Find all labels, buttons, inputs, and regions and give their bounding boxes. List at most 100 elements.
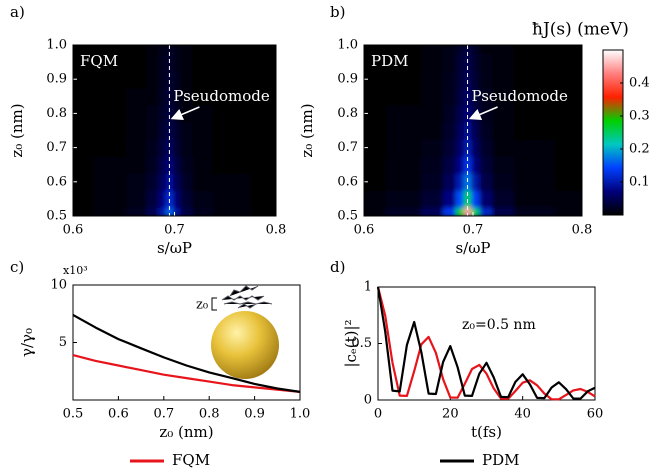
heatmap-cell [364, 173, 387, 191]
pseudomode-label: Pseudomode [173, 87, 269, 105]
heatmap-cell [492, 104, 515, 123]
heatmap-cell [192, 207, 214, 216]
series-line [376, 286, 596, 401]
heatmap-cell [172, 53, 182, 72]
heatmap-cell [180, 173, 193, 191]
heatmap-cell [180, 190, 193, 208]
x-tick-label: 0.8 [199, 407, 220, 422]
heatmap-cell [126, 207, 148, 216]
heatmap-cell [73, 45, 94, 55]
heatmap-cell [93, 156, 127, 174]
y-tick-label: 0.5 [351, 336, 372, 351]
heatmap-cell [192, 53, 214, 72]
heatmap-cell [443, 156, 457, 174]
heatmap-cell [471, 173, 481, 191]
heatmap-clip [73, 45, 276, 216]
heatmap-cell [513, 207, 556, 216]
heatmap-cell [479, 45, 493, 55]
heatmap-cell [479, 139, 493, 157]
x-tick-label: 0.6 [108, 407, 129, 422]
heatmap-cell [471, 104, 481, 123]
heatmap-cell [385, 190, 422, 208]
heatmap-cell [471, 87, 481, 106]
heatmap-cell [180, 156, 193, 174]
heatmap-cell [172, 104, 182, 123]
heatmap-cell [471, 139, 481, 157]
heatmap-cell [146, 70, 159, 89]
heatmap-cell [73, 53, 94, 72]
x-axis-label: s/ωP [157, 239, 192, 257]
heatmap-cell [385, 45, 422, 55]
inset [211, 285, 279, 379]
heatmap-cell [385, 70, 422, 89]
heatmap-cell [471, 190, 481, 208]
x-tick-label: 0.5 [63, 407, 84, 422]
heatmap-cell [250, 190, 276, 208]
x-tick-label: 0 [374, 407, 382, 422]
heatmap-cell [455, 207, 465, 216]
heatmap-cell [172, 156, 182, 174]
heatmap-cell [513, 53, 556, 72]
heatmap-cell [126, 139, 148, 157]
heatmap-cell [165, 139, 174, 157]
heatmap-cell [158, 45, 167, 55]
heatmap-cell [364, 53, 387, 72]
heatmap-cell [172, 45, 182, 55]
heatmap-cell [158, 121, 167, 140]
heatmap-cell [73, 173, 94, 191]
heatmap-cell [250, 156, 276, 174]
heatmap-cell [471, 156, 481, 174]
x-tick-label: 0.6 [63, 223, 84, 238]
heatmap-cell [554, 70, 582, 89]
model-label: FQM [80, 52, 118, 70]
heatmap-cell [93, 190, 127, 208]
colorbar-tick-label: 0.4 [629, 76, 650, 91]
x-tick-label: 1.0 [290, 407, 311, 422]
y-tick-label: 1.0 [337, 38, 358, 53]
heatmap-cell [165, 173, 174, 191]
panel-label: c) [10, 258, 24, 276]
heatmap-cell [421, 45, 444, 55]
heatmap-cell [146, 207, 159, 216]
heatmap-cell [471, 70, 481, 89]
heatmap-cell [554, 190, 582, 208]
heatmap-cell [212, 190, 252, 208]
heatmap-cell [126, 70, 148, 89]
heatmap-cell [212, 207, 252, 216]
heatmap-cell [192, 139, 214, 157]
heatmap-cell [73, 104, 94, 123]
plot-frame [363, 44, 583, 217]
heatmap-cell [93, 173, 127, 191]
heatmap-cell [250, 139, 276, 157]
heatmap-cell [513, 70, 556, 89]
heatmap-cell [554, 104, 582, 123]
heatmap-cell [443, 173, 457, 191]
heatmap-cell [172, 121, 182, 140]
heatmap-cell [212, 139, 252, 157]
heatmap-cell [192, 104, 214, 123]
gold-sphere [211, 311, 279, 379]
heatmap-cell [513, 156, 556, 174]
heatmap-cell [385, 53, 422, 72]
heatmap-cell [158, 190, 167, 208]
y-tick-label: 0.5 [337, 209, 358, 224]
heatmap-cell [192, 45, 214, 55]
pseudomode-arrow [468, 106, 498, 121]
heatmap-cell [172, 173, 182, 191]
panel-label: b) [330, 3, 345, 21]
y-axis-label: z₀ (nm) [298, 103, 316, 157]
y-tick-label: 0.8 [46, 106, 67, 121]
colorbar [602, 49, 624, 216]
heatmap-cell [172, 139, 182, 157]
heatmap-cell [146, 121, 159, 140]
heatmap-cell [554, 207, 582, 216]
y-axis-label: |cₑ(t)|² [342, 319, 360, 367]
heatmap-cell [479, 104, 493, 123]
heatmap-cell [492, 207, 515, 216]
colorbar-tick-label: 0.1 [629, 175, 650, 190]
heatmap-cell [250, 87, 276, 106]
heatmap-cell [364, 45, 387, 55]
x-tick-label: 60 [587, 407, 604, 422]
heatmap-cell [463, 207, 472, 216]
heatmap-cell [364, 121, 387, 140]
